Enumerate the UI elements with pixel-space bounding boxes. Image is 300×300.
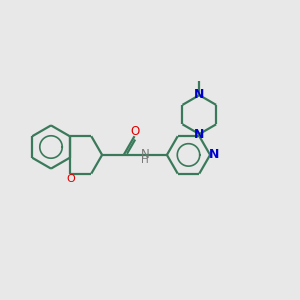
Text: N: N [194, 128, 204, 141]
Text: H: H [141, 155, 149, 165]
Text: N: N [209, 148, 219, 161]
Text: O: O [66, 174, 75, 184]
Text: N: N [194, 88, 204, 101]
Text: O: O [130, 124, 139, 138]
Text: N: N [141, 148, 150, 161]
